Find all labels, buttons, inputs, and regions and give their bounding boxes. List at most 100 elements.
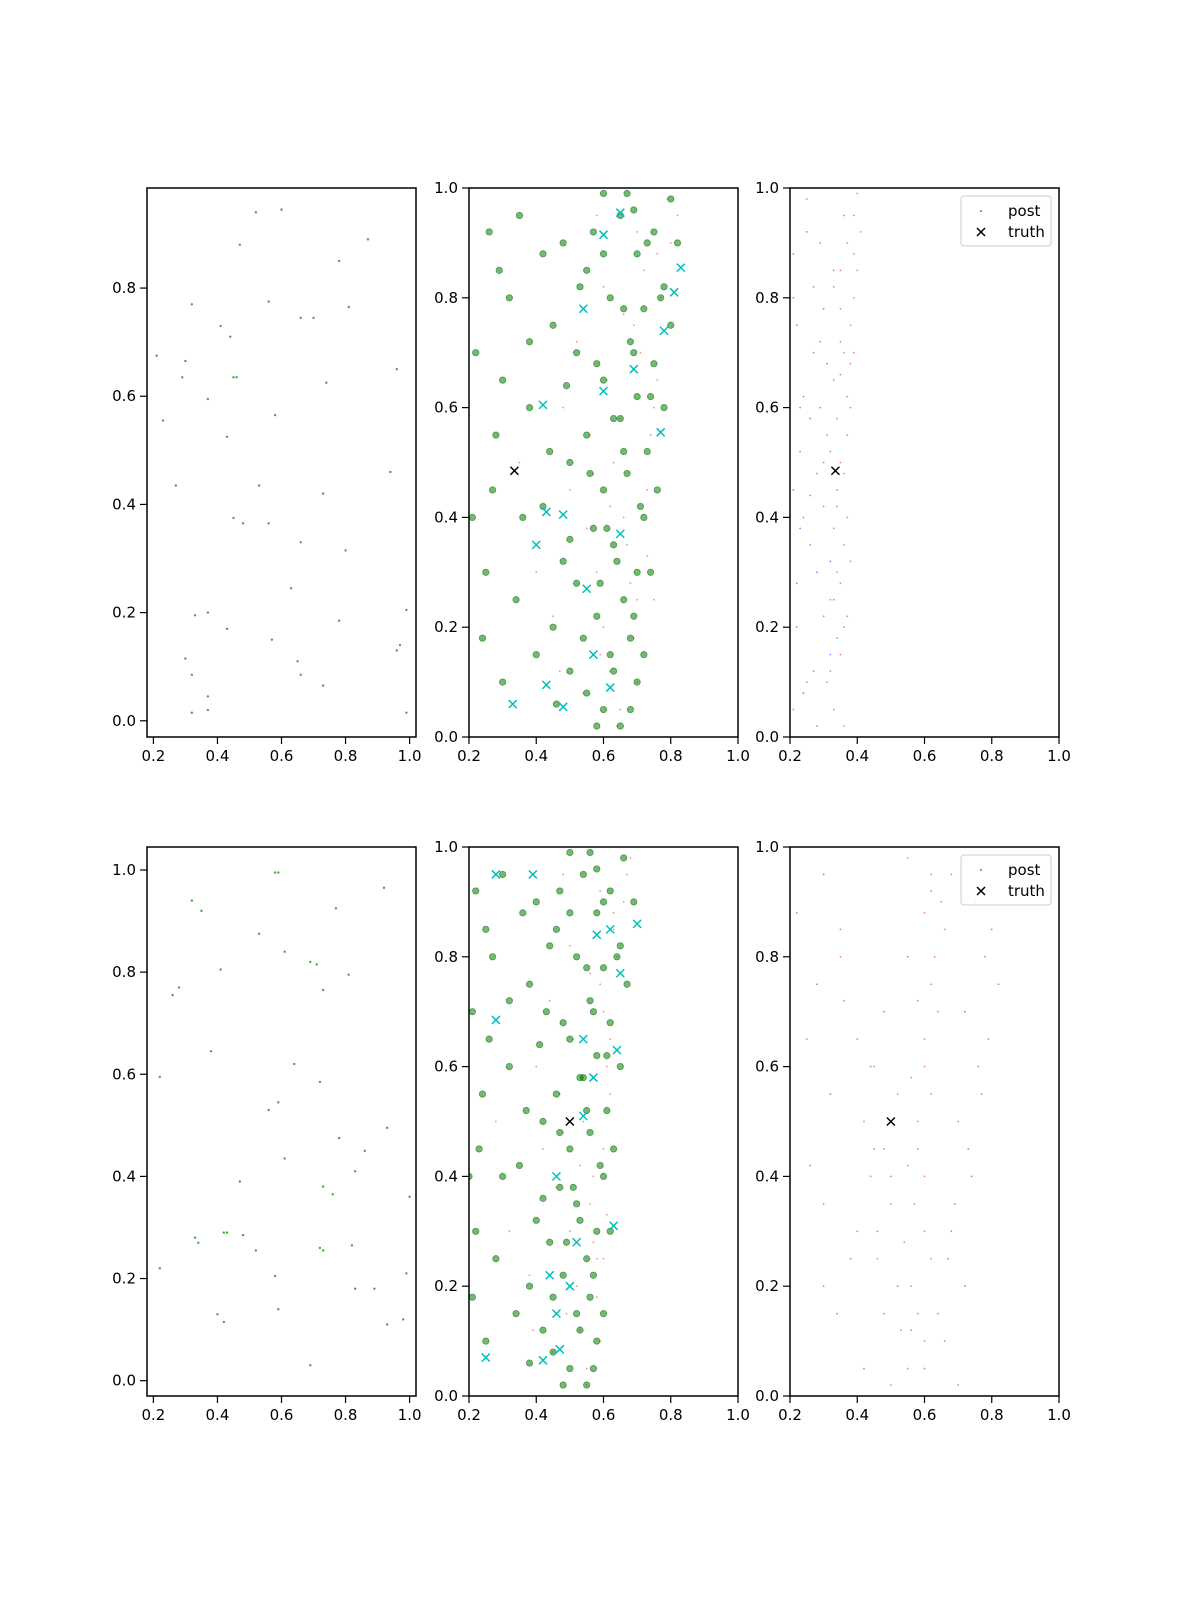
- point-r0c2-1-1: [839, 653, 842, 656]
- point-r1c0-0-38: [158, 1267, 162, 1270]
- legend-r1c2: post truth: [960, 854, 1052, 906]
- point-r1c2-1-14: [930, 983, 933, 986]
- point-r0c1-1-32: [660, 283, 668, 291]
- point-r1c2-1-3: [916, 999, 919, 1002]
- point-r0c1-1-52: [646, 568, 655, 576]
- point-r1c1-1-84: [475, 1145, 483, 1153]
- point-r1c1-2-1: [528, 869, 538, 879]
- point-r1c2-0-37: [842, 999, 845, 1002]
- point-r1c1-1-56: [630, 898, 638, 906]
- point-r1c1-2-15: [632, 919, 642, 929]
- point-r0c0-0-36: [337, 619, 341, 622]
- point-r0c0-0-2: [238, 243, 242, 246]
- point-r0c0-0-43: [190, 673, 194, 676]
- point-r1c2-0-32: [869, 1065, 872, 1068]
- series-r0c2-1: [822, 192, 862, 727]
- point-r0c2-0-11: [829, 653, 832, 656]
- axes-frame-r0c0: [146, 187, 417, 738]
- point-r0c2-0-37: [832, 598, 835, 601]
- series-r0c1-1: [469, 189, 682, 730]
- point-r1c1-1-18: [586, 1128, 594, 1137]
- point-r0c1-0-10: [642, 269, 645, 272]
- point-r0c1-0-27: [585, 527, 588, 530]
- point-r1c1-1-67: [586, 848, 594, 857]
- point-r1c1-1-36: [606, 887, 614, 895]
- point-r0c1-2-4-stroke-b: [538, 400, 548, 410]
- point-r1c0-0-31: [241, 1233, 245, 1237]
- point-r1c2-1-35: [906, 857, 909, 859]
- point-r1c2-1-11: [900, 1329, 902, 1332]
- point-r0c1-1-79: [546, 447, 554, 456]
- point-r0c1-0-29: [646, 554, 649, 557]
- point-r0c2-0-33: [816, 472, 818, 475]
- y-tick-label-r0c2-4: 0.8: [755, 289, 779, 307]
- point-r0c1-1-27: [572, 349, 581, 357]
- point-r0c1-1-10: [572, 579, 581, 587]
- point-r0c1-1-55: [667, 321, 675, 329]
- point-r0c1-0-34: [609, 505, 612, 508]
- point-r1c1-1-52: [606, 1227, 614, 1235]
- point-r0c2-0-4: [802, 516, 805, 519]
- axes-frame-r1c0: [146, 846, 417, 1397]
- point-r1c1-1-64: [589, 1008, 598, 1016]
- point-r1c1-1-30: [599, 964, 608, 972]
- y-tick-label-r1c1-1: 0.2: [434, 1277, 458, 1295]
- point-r1c1-1-43: [488, 953, 497, 961]
- x-tick-label-r1c1-4: 1.0: [726, 1406, 750, 1424]
- point-r1c2-0-0: [822, 873, 825, 876]
- point-r0c2-0-38: [819, 406, 822, 409]
- point-r0c0-0-1: [280, 208, 283, 211]
- point-r1c2-0-11: [984, 955, 986, 958]
- y-tick-label-r0c0-4: 0.8: [112, 279, 136, 297]
- x-tick-label-r1c1-2: 0.6: [592, 1406, 616, 1424]
- point-r1c1-1-1: [566, 1364, 574, 1373]
- point-r1c0-0-18: [318, 1080, 322, 1084]
- point-r1c1-1-65: [613, 953, 621, 961]
- point-r1c1-0-34: [579, 1164, 581, 1167]
- point-r0c1-1-8: [593, 612, 601, 620]
- point-r0c2-1-24: [836, 417, 838, 420]
- point-r1c1-3-0-stroke-b: [565, 1116, 575, 1127]
- point-r0c1-1-13: [609, 541, 618, 549]
- point-r0c1-2-18: [582, 584, 592, 594]
- point-r0c2-1-19: [856, 192, 859, 195]
- point-r1c1-1-14: [556, 1183, 564, 1191]
- point-r0c1-2-0: [676, 263, 686, 273]
- x-tick-label-r0c1-4: 1.0: [726, 747, 750, 765]
- point-r0c1-1-51: [640, 651, 648, 659]
- point-r1c0-0-29: [222, 1231, 226, 1234]
- point-r0c1-1-17: [599, 486, 608, 494]
- y-tick-label-r0c2-3: 0.6: [755, 399, 779, 417]
- point-r0c2-0-3: [816, 571, 818, 574]
- x-tick-label-r1c0-2: 0.6: [270, 1406, 294, 1424]
- point-r1c1-2-17-stroke-b: [615, 968, 625, 978]
- point-r0c1-1-39: [599, 189, 608, 198]
- point-r0c2-1-27: [852, 252, 855, 255]
- point-r1c0-0-4: [200, 909, 203, 913]
- point-r0c1-0-11: [602, 626, 605, 629]
- point-r0c2-0-9: [819, 242, 822, 244]
- point-r0c1-2-5: [541, 507, 551, 517]
- point-r0c2-0-5: [822, 461, 825, 464]
- point-r1c0-0-23: [363, 1149, 366, 1153]
- point-r0c1-1-6: [626, 634, 635, 642]
- point-r0c1-1-65: [657, 294, 665, 302]
- point-r0c1-2-15: [598, 386, 609, 396]
- point-r1c1-1-35: [532, 898, 540, 906]
- point-r1c2-1-26: [937, 1010, 939, 1013]
- point-r1c2-1-4: [923, 1038, 926, 1041]
- point-r0c1-1-14: [589, 524, 598, 532]
- point-r0c1-1-54: [660, 403, 668, 412]
- point-r0c1-1-63: [646, 393, 655, 401]
- point-r0c2-1-14: [839, 461, 842, 464]
- point-r1c1-2-3-stroke-b: [481, 1353, 491, 1363]
- point-r0c1-0-9: [622, 516, 625, 519]
- point-r0c1-1-61: [636, 502, 645, 511]
- point-r0c1-1-43: [505, 294, 513, 302]
- point-r1c1-1-55: [623, 980, 631, 988]
- point-r0c2-1-5: [846, 434, 849, 436]
- point-r0c2-1-12: [836, 571, 838, 574]
- point-r0c0-0-6: [267, 300, 270, 303]
- point-r0c2-0-6: [799, 406, 801, 409]
- point-r1c1-2-6: [551, 1309, 561, 1319]
